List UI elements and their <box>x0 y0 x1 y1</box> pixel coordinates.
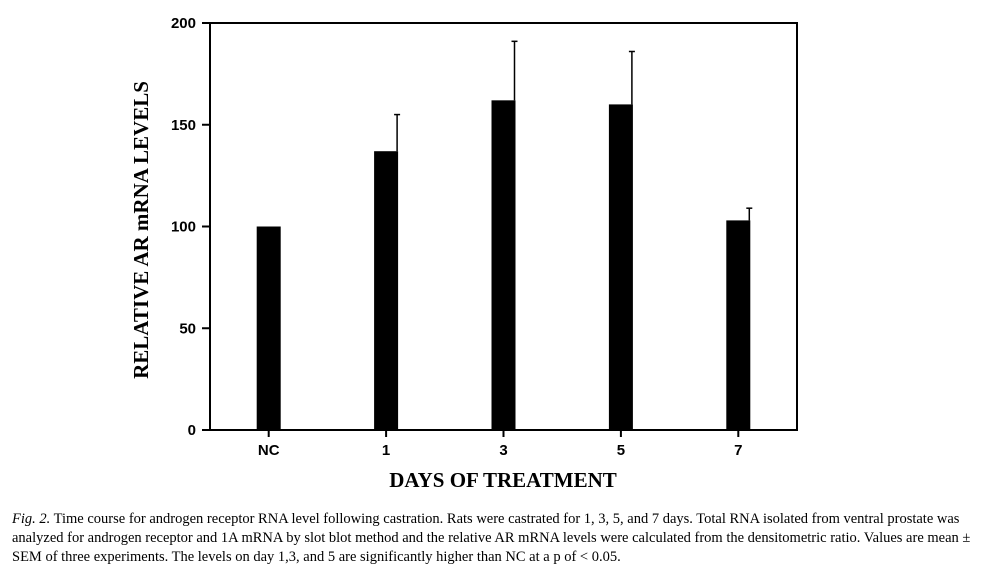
y-tick-label: 0 <box>188 422 196 439</box>
bar-5 <box>608 104 633 431</box>
x-tick-label: NC <box>258 442 280 459</box>
figure-caption-text: Time course for androgen receptor RNA le… <box>12 511 971 565</box>
figure-caption: Fig. 2. Time course for androgen recepto… <box>12 510 992 567</box>
x-axis-title: DAYS OF TREATMENT <box>389 468 617 492</box>
bar-3 <box>491 100 516 430</box>
y-tick-label: 100 <box>171 219 196 236</box>
y-tick-label: 150 <box>171 117 196 134</box>
x-tick-label: 5 <box>617 442 625 459</box>
bar-nc <box>256 226 281 430</box>
bar-7 <box>726 220 751 430</box>
x-tick-label: 3 <box>499 442 507 459</box>
x-tick-label: 7 <box>734 442 742 459</box>
x-tick-label: 1 <box>382 442 390 459</box>
y-tick-label: 200 <box>171 15 196 32</box>
bar-1 <box>374 151 399 430</box>
figure-label: Fig. 2. <box>12 511 51 527</box>
bar-chart: 0 50 100 150 200 NC 1 3 5 7 DAYS OF TREATMENT RE… <box>129 15 798 492</box>
y-axis-ticks: 0 50 100 150 200 <box>171 15 210 439</box>
error-bars <box>394 40 753 221</box>
y-tick-label: 50 <box>179 320 196 337</box>
y-axis-title: RELATIVE AR mRNA LEVELS <box>129 81 153 379</box>
x-axis-ticks: NC 1 3 5 7 <box>258 430 742 459</box>
bars <box>256 100 751 431</box>
